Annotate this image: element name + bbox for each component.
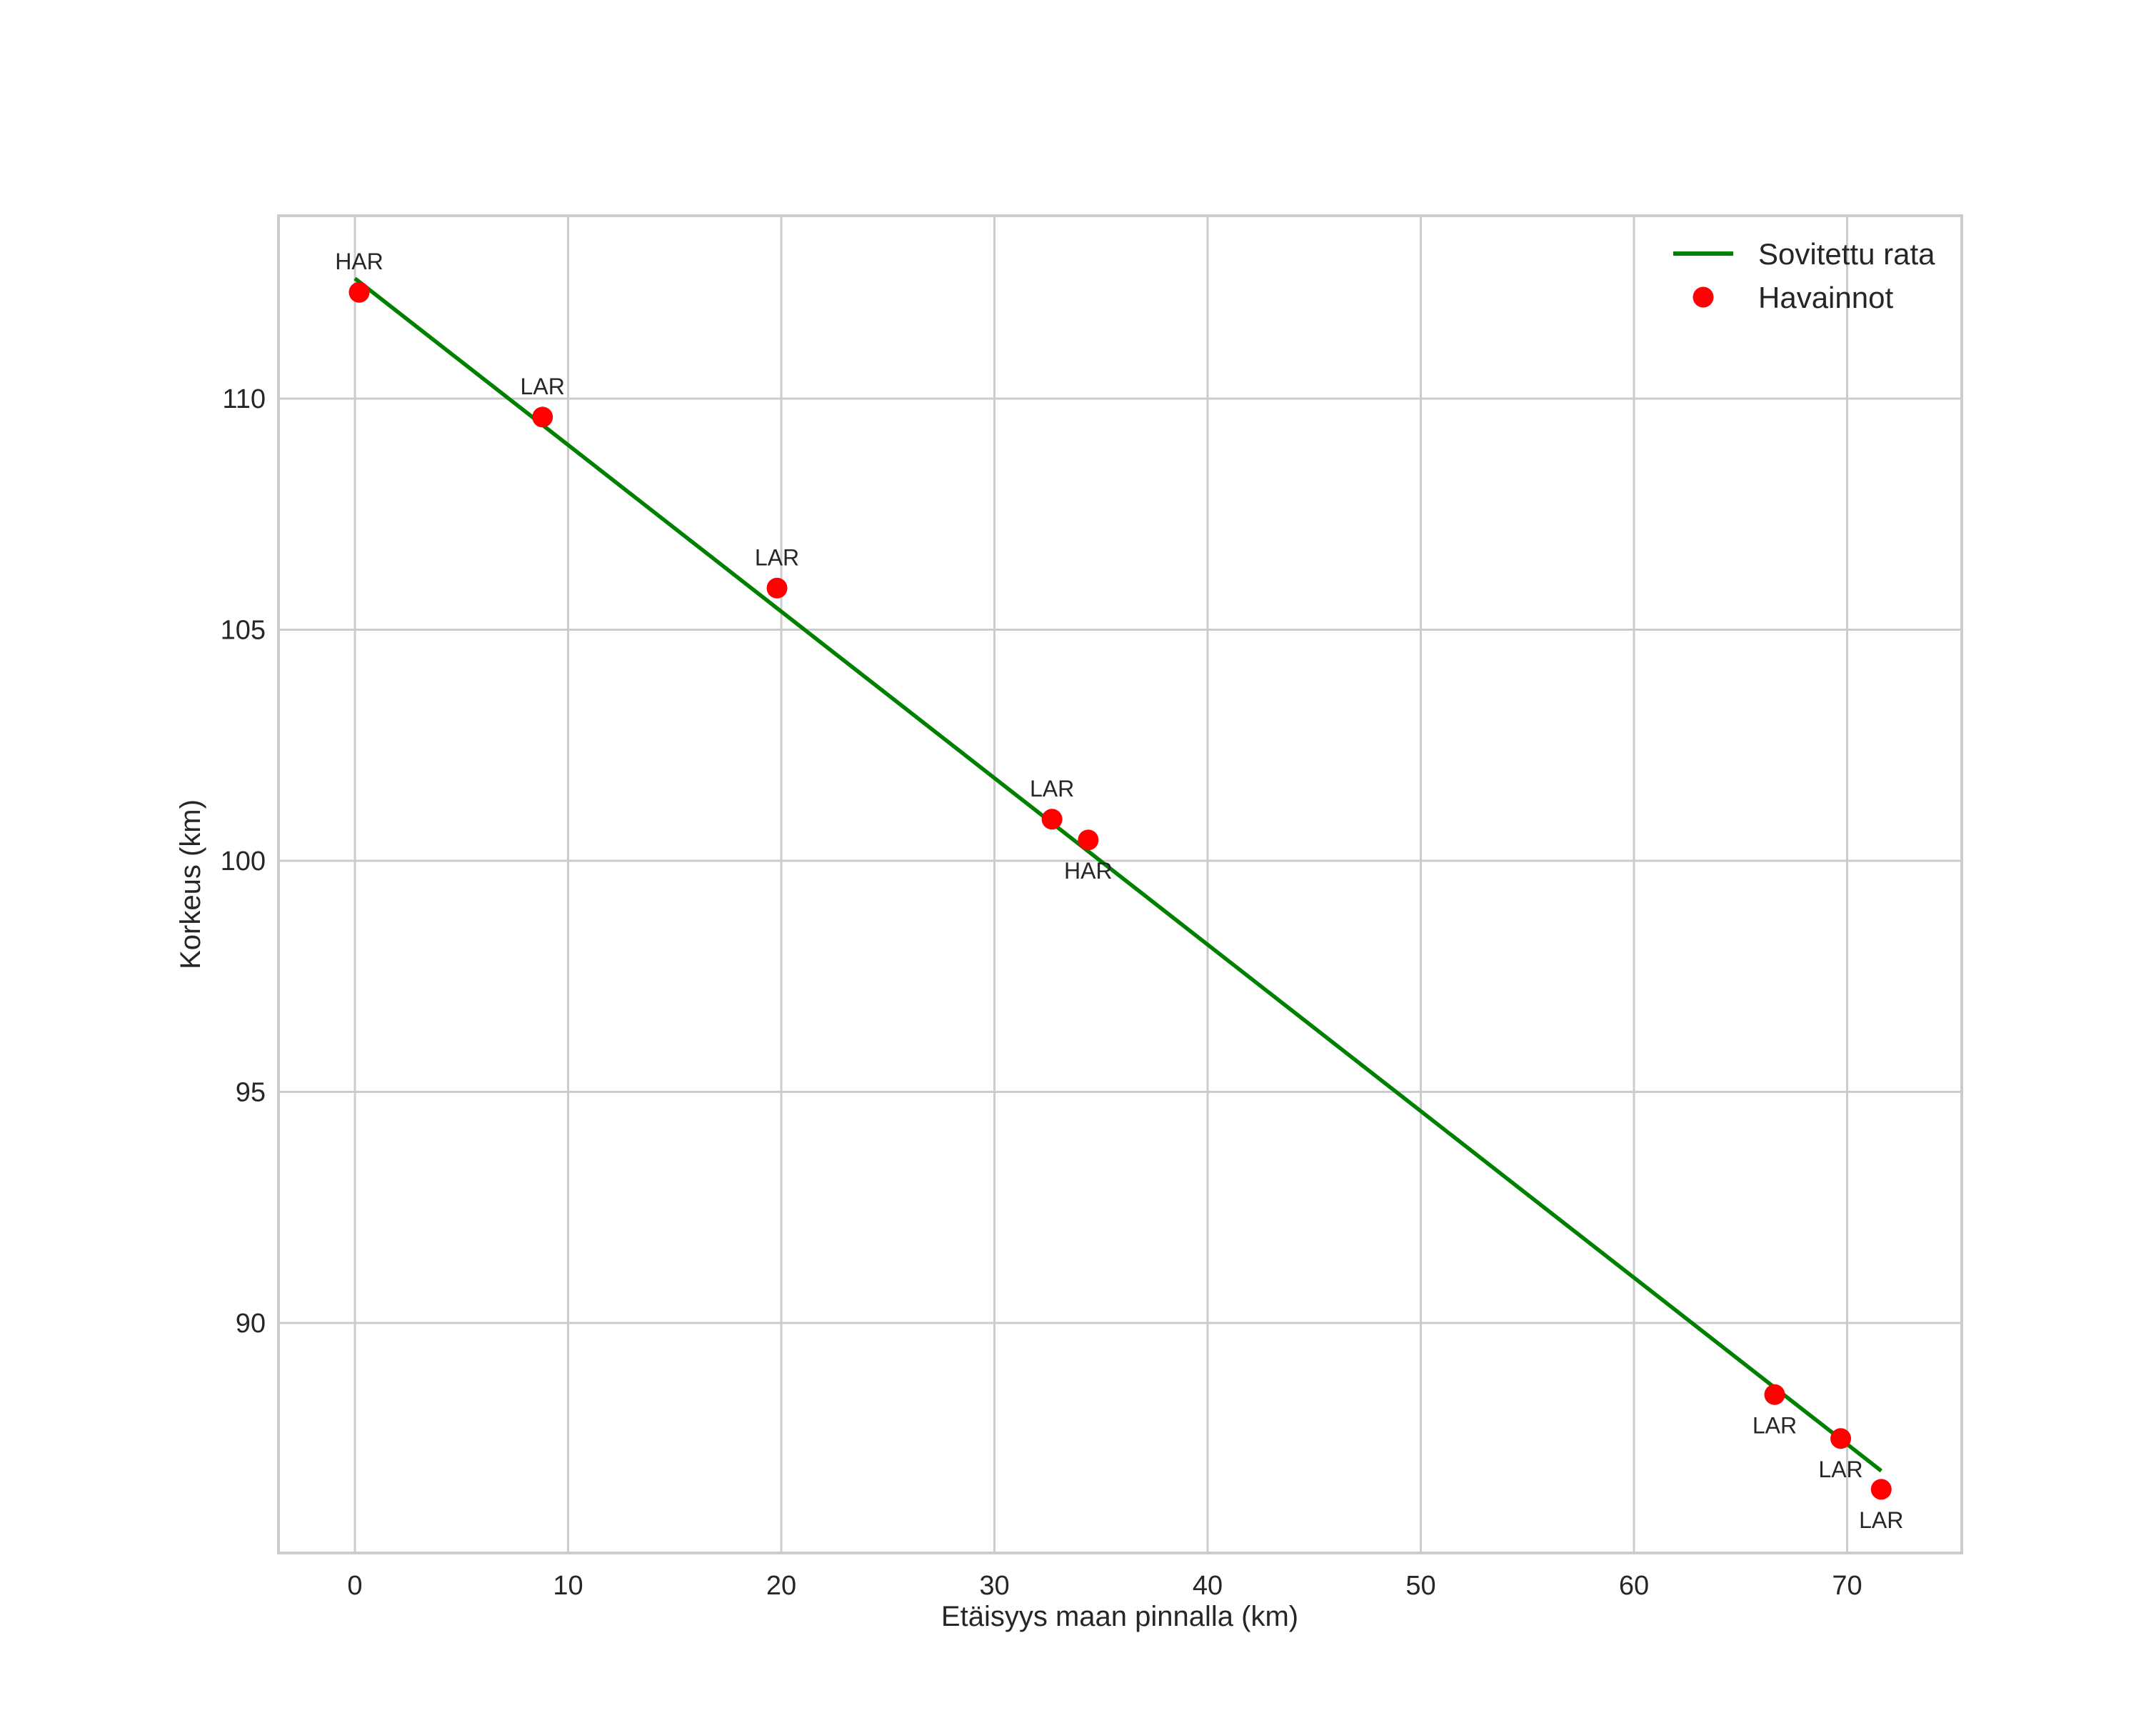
observation-point xyxy=(1830,1428,1852,1449)
station-label: LAR xyxy=(755,544,799,570)
observation-point xyxy=(1870,1479,1892,1500)
observation-point xyxy=(1764,1384,1785,1405)
observation-point xyxy=(1041,809,1063,830)
grid-lines xyxy=(279,216,1962,1553)
x-tick-label: 70 xyxy=(1832,1571,1862,1601)
y-tick-label: 105 xyxy=(221,616,266,646)
plot-series: HAR LAR LAR LAR HAR LAR LAR LAR xyxy=(335,249,1903,1533)
station-label: HAR xyxy=(1064,858,1113,884)
x-tick-label: 10 xyxy=(553,1571,583,1601)
x-tick-label: 60 xyxy=(1619,1571,1649,1601)
station-label: HAR xyxy=(335,249,383,274)
station-label: LAR xyxy=(521,374,565,399)
y-tick-label: 95 xyxy=(236,1078,266,1108)
x-tick-label: 40 xyxy=(1193,1571,1223,1601)
x-axis-label: Etäisyys maan pinnalla (km) xyxy=(941,1601,1298,1632)
plot-frame xyxy=(277,214,1963,1554)
legend-label-fitted-track: Sovitettu rata xyxy=(1758,237,1935,271)
x-tick-label: 30 xyxy=(979,1571,1009,1601)
y-axis-label: Korkeus (km) xyxy=(175,799,206,969)
x-tick-label: 0 xyxy=(347,1571,362,1601)
y-tick-label: 90 xyxy=(236,1309,266,1339)
station-label: LAR xyxy=(1030,776,1074,801)
observation-point xyxy=(1078,829,1099,851)
legend-dot-swatch-icon xyxy=(1693,286,1714,308)
station-label: LAR xyxy=(1753,1412,1797,1438)
station-label: LAR xyxy=(1818,1457,1862,1482)
observation-point xyxy=(349,281,370,303)
y-tick-labels: 90 95 100 105 110 xyxy=(221,384,266,1339)
observation-point xyxy=(766,577,788,599)
fitted-track-line xyxy=(354,276,1882,1473)
legend-label-observations: Havainnot xyxy=(1758,281,1893,314)
x-tick-label: 50 xyxy=(1405,1571,1435,1601)
x-tick-labels: 0 10 20 30 40 50 60 70 xyxy=(347,1571,1862,1601)
x-tick-label: 20 xyxy=(766,1571,796,1601)
y-tick-label: 110 xyxy=(222,384,266,414)
observation-point xyxy=(532,406,553,428)
y-tick-label: 100 xyxy=(221,846,266,877)
station-label: LAR xyxy=(1859,1507,1903,1533)
legend: Sovitettu rata Havainnot xyxy=(1673,237,1935,314)
